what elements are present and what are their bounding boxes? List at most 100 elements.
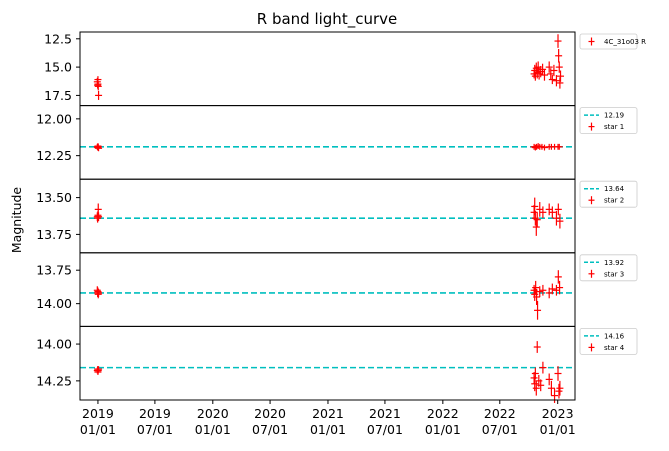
legend-entry: star 1: [588, 122, 624, 131]
data-point: [95, 90, 103, 100]
legend-label: 13.64: [604, 185, 625, 193]
y-tick-label: 15.0: [44, 60, 72, 75]
data-point: [539, 361, 547, 374]
data-point: [551, 388, 559, 403]
legend-label: star 1: [604, 123, 624, 131]
series-star-2: [93, 197, 564, 236]
legend-entry: star 2: [588, 196, 624, 205]
x-tick-label-date: 01/01: [195, 422, 231, 437]
data-point: [95, 288, 103, 297]
panel-frame: [79, 325, 576, 401]
data-point: [556, 280, 564, 295]
x-tick-label-date: 07/01: [137, 422, 173, 437]
data-point: [552, 75, 560, 87]
data-point: [556, 213, 564, 229]
data-point: [554, 203, 562, 216]
y-tick-label: 14.00: [36, 296, 72, 311]
data-point: [555, 48, 563, 63]
data-point: [95, 212, 103, 222]
data-point: [532, 218, 540, 236]
data-point: [557, 70, 565, 82]
data-point: [540, 144, 548, 151]
data-point: [539, 206, 547, 219]
y-axis-label: Magnitude: [9, 187, 24, 254]
series-4c_31o03-r: [93, 34, 565, 100]
x-tick-label-year: 2019: [139, 406, 171, 421]
legend-entry: star 3: [588, 269, 624, 278]
legend-entry: 4C_31o03 R: [588, 37, 646, 46]
data-point: [554, 34, 562, 48]
panel-5: 14.0014.25201901/01201907/01202001/01202…: [36, 325, 638, 437]
data-point: [552, 284, 560, 296]
data-point: [536, 286, 544, 297]
x-tick-label-date: 01/01: [80, 422, 116, 437]
y-tick-label: 13.50: [36, 190, 72, 205]
x-tick-label-date: 01/01: [310, 422, 346, 437]
legend-box: [579, 33, 638, 50]
chart-title: R band light_curve: [257, 10, 397, 29]
panel-4: 13.75 14.00 13.92 star 3: [36, 252, 638, 327]
y-tick-label: 13.75: [36, 227, 72, 242]
data-point: [534, 300, 542, 320]
legend-label: 12.19: [604, 112, 624, 120]
y-tick-label: 12.25: [36, 148, 72, 163]
y-tick-label: 17.5: [44, 88, 72, 103]
y-tick-label: 14.00: [36, 337, 72, 352]
data-point: [545, 61, 553, 73]
data-point: [94, 80, 102, 88]
data-point: [555, 61, 563, 73]
data-point: [554, 366, 562, 381]
x-tick-label-year: 2020: [197, 406, 229, 421]
data-point: [548, 283, 556, 295]
data-point: [554, 270, 562, 284]
data-point: [532, 280, 540, 295]
legend-label: 14.16: [604, 332, 625, 340]
data-point: [536, 202, 544, 217]
data-point: [548, 75, 556, 85]
data-point: [532, 380, 540, 396]
data-point: [552, 210, 560, 226]
panel-frame: [79, 105, 576, 180]
x-tick-label-year: 2021: [312, 406, 344, 421]
y-tick-label: 12.5: [44, 31, 72, 46]
data-point: [540, 69, 548, 81]
x-tick-label-date: 07/01: [252, 422, 288, 437]
legend: 12.19 star 1: [579, 107, 638, 134]
x-tick-label-year: 2020: [254, 406, 286, 421]
data-point: [537, 379, 545, 392]
x-tick-label-year: 2023: [542, 406, 574, 421]
data-point: [548, 206, 556, 219]
series-star-1: [93, 143, 563, 152]
x-tick-label-date: 01/01: [540, 422, 576, 437]
panel-frame: [79, 31, 576, 107]
data-point: [556, 77, 564, 89]
y-tick-label: 12.00: [36, 111, 72, 126]
x-tick-label-year: 2021: [369, 406, 401, 421]
x-tick-label-year: 2019: [82, 406, 114, 421]
panels-group: 12.5 15.0 17.5 4C_31o03 R 12.00 12.25 12.19 sta…: [36, 31, 646, 437]
data-point: [535, 68, 543, 80]
panel-frame: [79, 178, 576, 254]
data-point: [555, 383, 563, 399]
panel-3: 13.50 13.75 13.64 star 2: [36, 178, 638, 254]
panel-1: 12.5 15.0 17.5 4C_31o03 R: [44, 31, 646, 107]
data-point: [545, 373, 553, 386]
panel-frame: [79, 252, 576, 327]
legend: 14.16 star 4: [579, 327, 638, 355]
legend-label: star 3: [604, 270, 624, 278]
legend-label: 13.92: [604, 259, 624, 267]
data-point: [533, 212, 541, 228]
y-tick-label: 14.25: [36, 373, 72, 388]
legend-label: 4C_31o03 R: [604, 38, 646, 46]
data-point: [534, 143, 542, 150]
legend: 13.64 star 2: [579, 180, 638, 208]
data-point: [95, 366, 103, 373]
data-point: [531, 376, 539, 392]
x-tick-label-year: 2022: [484, 406, 516, 421]
legend-entry: star 4: [588, 343, 625, 352]
x-tick-label-date: 01/01: [425, 422, 461, 437]
data-point: [555, 143, 563, 150]
legend-entry: 13.92: [584, 259, 624, 267]
data-point: [550, 64, 558, 77]
